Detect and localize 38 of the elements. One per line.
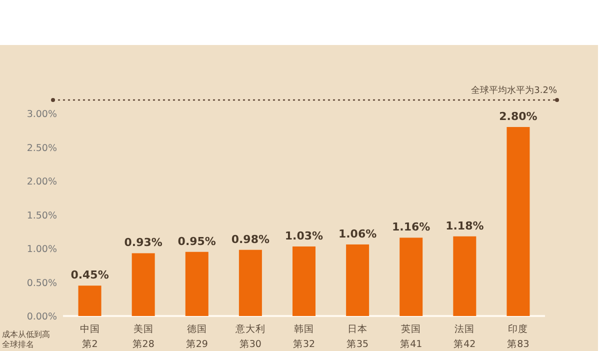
y-tick-label: 0.00%: [26, 312, 57, 322]
x-tick-label: 德国: [186, 324, 207, 335]
x-tick-label: 英国: [401, 323, 422, 335]
data-label: 0.93%: [124, 236, 162, 250]
x-tick-label: 日本: [348, 323, 368, 335]
x-tick-label: 印度: [508, 323, 528, 335]
x-tick-label: 中国: [80, 323, 100, 335]
x-tick-label: 意大利: [234, 323, 266, 335]
y-tick-label: 1.00%: [26, 244, 57, 255]
data-label: 1.16%: [392, 220, 430, 234]
data-label: 0.45%: [70, 268, 109, 282]
data-label: 1.03%: [284, 229, 324, 242]
data-label: 0.98%: [231, 232, 270, 246]
text: 第35: [346, 338, 369, 350]
data-label: 2.80%: [499, 110, 538, 123]
text: 第83: [507, 338, 530, 350]
text: 第42: [454, 338, 476, 350]
x-tick-label: 美国: [133, 323, 154, 335]
text: 第29: [186, 338, 208, 350]
text: 第2: [82, 338, 98, 350]
x-tick-label: 韩国: [294, 323, 314, 335]
ref-line-label: 全球平均水平为3.2%: [471, 85, 558, 96]
data-label: 0.95%: [178, 234, 216, 248]
data-label: 1.06%: [338, 227, 377, 240]
y-tick-label: 0.50%: [26, 278, 57, 289]
text: 第41: [400, 338, 422, 350]
x-tick-label: 法国: [454, 323, 475, 335]
y-tick-label: 1.50%: [26, 210, 57, 222]
text: 第28: [132, 338, 154, 350]
text: 第32: [292, 338, 316, 350]
y-tick-label: 3.00%: [26, 109, 57, 120]
y-tick-label: 2.50%: [26, 142, 57, 154]
text: 全球排名: [2, 340, 34, 349]
text: 成本从低到高: [2, 330, 50, 339]
ref-line: 全球平均水平为3.2%: [51, 86, 559, 102]
y-tick-label: 2.00%: [26, 176, 57, 188]
text: 第30: [239, 338, 262, 350]
data-label: 1.18%: [446, 219, 484, 232]
